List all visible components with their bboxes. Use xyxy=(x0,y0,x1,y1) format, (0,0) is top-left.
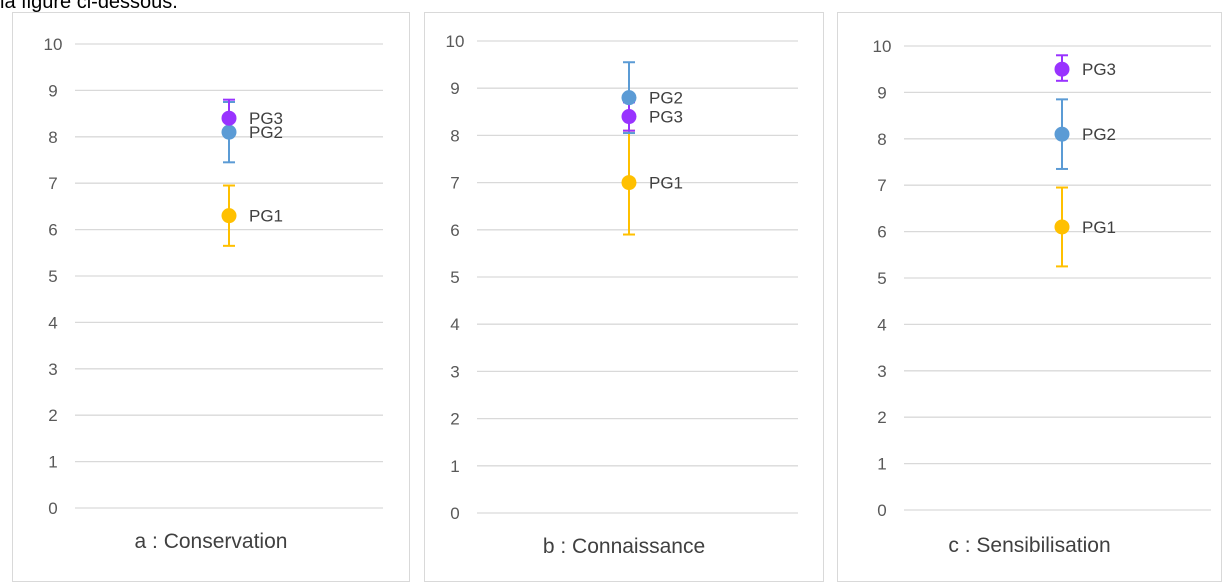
intro-text: la figure ci-dessous. xyxy=(0,0,178,13)
data-label-pg3: PG3 xyxy=(249,109,283,128)
data-label-pg1: PG1 xyxy=(1082,218,1116,237)
data-point-pg1 xyxy=(621,175,637,191)
data-label-pg1: PG1 xyxy=(249,207,283,226)
data-label-pg2: PG2 xyxy=(649,89,683,108)
y-tick-label: 4 xyxy=(877,315,886,334)
y-tick-label: 9 xyxy=(450,79,459,98)
y-tick-label: 7 xyxy=(48,174,57,193)
data-point-pg3 xyxy=(1054,61,1070,77)
y-tick-label: 3 xyxy=(450,362,459,381)
chart-sensibilisation: 0 1 2 3 4 5 6 7 8 9 10 PG1 PG2 PG3 xyxy=(873,37,1211,520)
y-tick-label: 8 xyxy=(450,126,459,145)
data-point-pg1 xyxy=(221,208,237,224)
data-point-pg3 xyxy=(621,109,637,125)
y-tick-label: 4 xyxy=(48,313,57,332)
data-point-pg1 xyxy=(1054,219,1070,235)
chart-panel-sensibilisation: 0 1 2 3 4 5 6 7 8 9 10 PG1 PG2 PG3 c : Sensibilisatio… xyxy=(837,12,1222,582)
y-tick-label: 9 xyxy=(48,81,57,100)
chart-panel-connaissance: 0 1 2 3 4 5 6 7 8 9 10 PG1 PG2 PG3 b : Connaissance xyxy=(424,12,824,582)
data-label-pg1: PG1 xyxy=(649,174,683,193)
y-tick-label: 0 xyxy=(450,504,459,523)
chart-caption: b : Connaissance xyxy=(542,535,706,558)
y-tick-label: 7 xyxy=(877,176,886,195)
y-tick-label: 3 xyxy=(877,362,886,381)
y-tick-label: 9 xyxy=(877,83,886,102)
data-label-pg2: PG2 xyxy=(1082,125,1116,144)
y-tick-label: 6 xyxy=(877,223,886,242)
chart-caption: a : Conservation xyxy=(134,530,288,553)
chart-panel-conservation: 0 1 2 3 4 5 6 7 8 9 10 PG1 PG2 PG3 a : Conservation xyxy=(12,12,410,582)
y-tick-label: 10 xyxy=(44,35,63,54)
y-tick-label: 8 xyxy=(877,130,886,149)
y-tick-label: 0 xyxy=(48,499,57,518)
data-point-pg2 xyxy=(621,90,637,106)
y-tick-label: 2 xyxy=(48,406,57,425)
y-tick-label: 5 xyxy=(450,268,459,287)
data-label-pg3: PG3 xyxy=(649,108,683,127)
y-tick-label: 3 xyxy=(48,360,57,379)
y-tick-label: 10 xyxy=(873,37,892,56)
y-tick-label: 1 xyxy=(877,455,886,474)
y-tick-label: 6 xyxy=(450,221,459,240)
data-point-pg2 xyxy=(1054,126,1070,142)
y-tick-label: 1 xyxy=(450,457,459,476)
y-tick-label: 4 xyxy=(450,315,459,334)
y-tick-label: 5 xyxy=(877,269,886,288)
y-tick-label: 8 xyxy=(48,128,57,147)
data-point-pg3 xyxy=(221,110,237,126)
chart-caption: c : Sensibilisation xyxy=(948,534,1111,557)
data-label-pg2: PG2 xyxy=(249,123,283,142)
y-tick-label: 2 xyxy=(877,408,886,427)
y-tick-label: 0 xyxy=(877,501,886,520)
y-tick-label: 7 xyxy=(450,174,459,193)
y-tick-label: 1 xyxy=(48,453,57,472)
y-tick-label: 10 xyxy=(446,32,465,51)
y-tick-label: 5 xyxy=(48,267,57,286)
y-tick-label: 2 xyxy=(450,410,459,429)
y-tick-label: 6 xyxy=(48,221,57,240)
data-label-pg3: PG3 xyxy=(1082,60,1116,79)
data-point-pg2 xyxy=(221,124,237,140)
